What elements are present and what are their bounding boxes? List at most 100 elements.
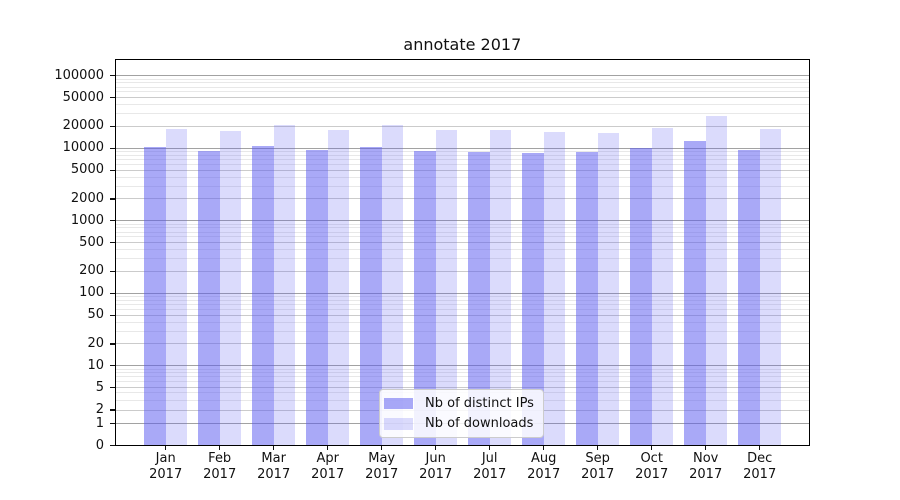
gridline <box>114 330 810 332</box>
bar-jun-distinct-ips <box>414 151 436 446</box>
gridline <box>114 258 810 260</box>
y-tick <box>109 169 115 171</box>
y-tick-label: 20000 <box>62 118 104 134</box>
bar-dec-distinct-ips <box>738 149 760 446</box>
gridline <box>114 223 810 225</box>
legend: Nb of distinct IPs Nb of downloads <box>379 389 544 438</box>
bar-jun-downloads <box>435 129 458 446</box>
gridline <box>114 91 810 93</box>
x-tick-label-sep: Sep 2017 <box>571 451 625 482</box>
y-tick <box>109 220 115 222</box>
y-tick-label: 10 <box>87 357 104 373</box>
x-tick-label-jan: Jan 2017 <box>139 451 193 482</box>
bar-apr-distinct-ips <box>306 149 328 446</box>
y-tick <box>109 198 115 200</box>
y-tick <box>109 343 115 345</box>
x-tick <box>219 445 221 450</box>
gridline <box>114 104 810 106</box>
bar-dec-downloads <box>759 128 782 446</box>
month-label: Nov <box>693 451 719 466</box>
gridline <box>114 154 810 156</box>
bar-jul-downloads <box>489 129 512 446</box>
month-label: Dec <box>747 451 773 466</box>
x-tick <box>759 445 761 450</box>
gridline <box>114 314 810 316</box>
gridline <box>114 227 810 229</box>
year-label: 2017 <box>365 466 399 482</box>
legend-swatch-distinct-ips <box>384 397 413 409</box>
y-tick <box>109 409 115 411</box>
gridline <box>114 125 810 127</box>
gridline <box>114 113 810 115</box>
x-tick-label-apr: Apr 2017 <box>301 451 355 482</box>
y-tick <box>109 75 115 77</box>
y-tick-label: 50 <box>87 307 104 323</box>
x-tick-label-aug: Aug 2017 <box>517 451 571 482</box>
y-tick-label: 1 <box>95 415 104 431</box>
gridline <box>114 387 810 388</box>
month-label: Sep <box>585 451 610 466</box>
bar-jan-distinct-ips <box>144 147 166 446</box>
bar-aug-distinct-ips <box>522 152 544 446</box>
gridline <box>114 97 810 99</box>
x-tick-label-nov: Nov 2017 <box>679 451 733 482</box>
gridline <box>114 198 810 200</box>
y-tick-label: 2 <box>95 402 104 417</box>
gridline <box>114 236 810 238</box>
bar-mar-downloads <box>273 124 296 446</box>
x-tick-label-dec: Dec 2017 <box>733 451 787 482</box>
gridline <box>114 185 810 187</box>
bar-sep-downloads <box>597 132 620 446</box>
bar-mar-distinct-ips <box>252 146 274 446</box>
gridline <box>114 368 810 370</box>
x-tick <box>435 445 437 450</box>
gridline <box>114 365 810 367</box>
y-tick-label: 100000 <box>54 67 104 83</box>
gridline <box>114 304 810 306</box>
x-tick-label-oct: Oct 2017 <box>625 451 679 482</box>
bar-sep-distinct-ips <box>576 152 598 446</box>
gridline <box>114 242 810 244</box>
legend-label: Nb of downloads <box>425 416 534 432</box>
bar-feb-downloads <box>219 131 242 446</box>
gridline <box>114 147 810 149</box>
month-label: Oct <box>640 451 663 466</box>
x-tick <box>543 445 545 450</box>
year-label: 2017 <box>149 466 183 482</box>
month-label: Jul <box>481 451 498 466</box>
gridline <box>114 151 810 153</box>
y-tick <box>109 125 115 128</box>
gridline <box>114 372 810 374</box>
bar-may-distinct-ips <box>360 147 382 446</box>
chart-title: annotate 2017 <box>403 35 522 54</box>
y-tick-label: 20 <box>87 335 104 351</box>
bar-nov-distinct-ips <box>684 141 706 446</box>
y-tick-label: 0 <box>95 437 104 453</box>
x-tick <box>705 445 707 450</box>
y-tick-label: 50000 <box>62 89 104 105</box>
x-tick <box>165 445 167 450</box>
x-tick-label-jun: Jun 2017 <box>409 451 463 482</box>
y-tick <box>109 314 115 316</box>
year-label: 2017 <box>581 466 615 482</box>
bar-aug-downloads <box>543 132 566 446</box>
x-tick-label-mar: Mar 2017 <box>247 451 301 482</box>
month-label: Jun <box>425 451 446 466</box>
month-label: Jan <box>155 451 176 466</box>
bar-jan-downloads <box>165 128 188 446</box>
year-label: 2017 <box>203 466 237 482</box>
bar-may-downloads <box>381 124 404 446</box>
month-label: Mar <box>261 451 286 466</box>
y-tick-label: 100 <box>79 285 104 301</box>
bar-jul-distinct-ips <box>468 151 490 446</box>
gridline <box>114 376 810 378</box>
x-tick-label-may: May 2017 <box>355 451 409 482</box>
gridline <box>114 299 810 301</box>
gridline <box>114 169 810 171</box>
y-tick-label: 500 <box>79 234 104 250</box>
y-tick <box>109 386 115 389</box>
x-tick-label-jul: Jul 2017 <box>463 451 517 482</box>
gridline <box>114 86 810 88</box>
year-label: 2017 <box>419 466 453 482</box>
